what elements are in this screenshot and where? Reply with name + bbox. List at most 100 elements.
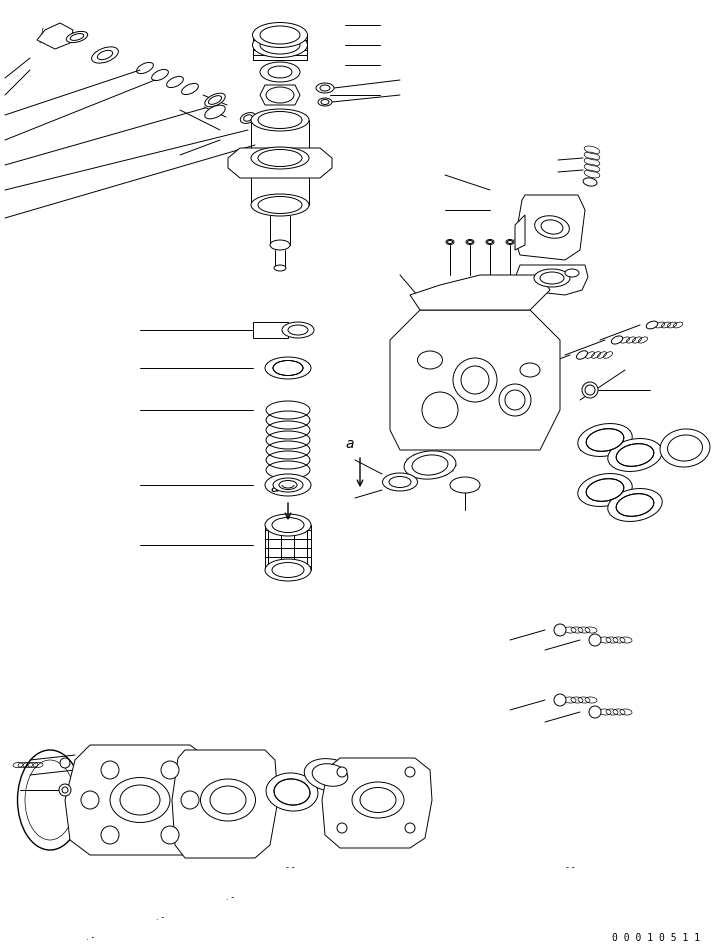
Polygon shape bbox=[172, 750, 278, 858]
Circle shape bbox=[589, 706, 601, 718]
Polygon shape bbox=[260, 85, 300, 105]
Ellipse shape bbox=[252, 23, 307, 47]
Ellipse shape bbox=[274, 265, 286, 271]
Ellipse shape bbox=[251, 147, 309, 169]
Ellipse shape bbox=[616, 493, 654, 516]
Polygon shape bbox=[515, 195, 585, 260]
Circle shape bbox=[60, 758, 70, 768]
Ellipse shape bbox=[260, 36, 300, 54]
Ellipse shape bbox=[486, 239, 494, 245]
Ellipse shape bbox=[565, 269, 579, 277]
Polygon shape bbox=[515, 215, 525, 250]
Text: - -: - - bbox=[566, 863, 574, 872]
Text: a: a bbox=[345, 437, 354, 451]
Circle shape bbox=[453, 358, 497, 402]
Ellipse shape bbox=[265, 474, 311, 496]
Ellipse shape bbox=[660, 429, 710, 467]
Ellipse shape bbox=[646, 321, 658, 329]
Ellipse shape bbox=[404, 451, 456, 479]
Ellipse shape bbox=[258, 196, 302, 214]
Ellipse shape bbox=[316, 83, 334, 93]
Circle shape bbox=[499, 384, 531, 416]
Polygon shape bbox=[253, 322, 288, 338]
Ellipse shape bbox=[534, 269, 570, 287]
Ellipse shape bbox=[274, 779, 310, 805]
Ellipse shape bbox=[520, 363, 540, 377]
Ellipse shape bbox=[258, 150, 302, 166]
Ellipse shape bbox=[66, 31, 88, 43]
Text: . -: . - bbox=[156, 913, 164, 922]
Text: . -: . - bbox=[86, 933, 94, 942]
Ellipse shape bbox=[412, 455, 448, 475]
Ellipse shape bbox=[450, 477, 480, 493]
Circle shape bbox=[422, 392, 458, 428]
Ellipse shape bbox=[272, 517, 304, 532]
Circle shape bbox=[337, 823, 347, 833]
Ellipse shape bbox=[587, 478, 624, 501]
Circle shape bbox=[505, 390, 525, 410]
Ellipse shape bbox=[266, 772, 318, 811]
Ellipse shape bbox=[466, 239, 474, 245]
Circle shape bbox=[461, 366, 489, 394]
Ellipse shape bbox=[578, 474, 632, 507]
Ellipse shape bbox=[260, 62, 300, 82]
Ellipse shape bbox=[578, 423, 632, 456]
Ellipse shape bbox=[506, 239, 514, 245]
Circle shape bbox=[337, 767, 347, 777]
Circle shape bbox=[554, 624, 566, 636]
Circle shape bbox=[81, 791, 99, 809]
Ellipse shape bbox=[251, 194, 309, 216]
Ellipse shape bbox=[418, 351, 442, 369]
Ellipse shape bbox=[265, 559, 311, 581]
Ellipse shape bbox=[312, 764, 348, 787]
Polygon shape bbox=[410, 275, 550, 310]
Ellipse shape bbox=[265, 357, 311, 379]
Ellipse shape bbox=[576, 351, 587, 360]
Polygon shape bbox=[515, 265, 588, 295]
Circle shape bbox=[101, 826, 119, 844]
Ellipse shape bbox=[270, 240, 290, 250]
Ellipse shape bbox=[608, 489, 662, 521]
Ellipse shape bbox=[282, 322, 314, 338]
Ellipse shape bbox=[110, 777, 170, 823]
Ellipse shape bbox=[258, 111, 302, 128]
Ellipse shape bbox=[265, 514, 311, 536]
Ellipse shape bbox=[204, 105, 225, 119]
Ellipse shape bbox=[240, 113, 256, 123]
Ellipse shape bbox=[608, 438, 662, 472]
Ellipse shape bbox=[272, 563, 304, 578]
Ellipse shape bbox=[352, 782, 404, 818]
Circle shape bbox=[405, 767, 415, 777]
Circle shape bbox=[101, 761, 119, 779]
Circle shape bbox=[59, 784, 71, 796]
Ellipse shape bbox=[534, 215, 569, 238]
Text: - -: - - bbox=[286, 863, 294, 872]
Polygon shape bbox=[390, 310, 560, 450]
Circle shape bbox=[589, 634, 601, 646]
Ellipse shape bbox=[273, 361, 303, 376]
Ellipse shape bbox=[383, 473, 418, 491]
Text: 0 0 0 1 0 5 1 1: 0 0 0 1 0 5 1 1 bbox=[612, 933, 700, 943]
Ellipse shape bbox=[273, 478, 303, 492]
Polygon shape bbox=[65, 745, 215, 855]
Ellipse shape bbox=[611, 336, 623, 344]
Polygon shape bbox=[322, 758, 432, 848]
Text: . -: . - bbox=[226, 893, 234, 902]
Circle shape bbox=[181, 791, 199, 809]
Ellipse shape bbox=[204, 93, 225, 107]
Polygon shape bbox=[228, 148, 332, 178]
Circle shape bbox=[554, 694, 566, 706]
Ellipse shape bbox=[304, 758, 356, 791]
Circle shape bbox=[582, 382, 598, 398]
Ellipse shape bbox=[583, 177, 597, 186]
Ellipse shape bbox=[616, 444, 654, 466]
Ellipse shape bbox=[252, 32, 307, 58]
Ellipse shape bbox=[318, 98, 332, 106]
Ellipse shape bbox=[91, 47, 118, 64]
Ellipse shape bbox=[446, 239, 454, 245]
Ellipse shape bbox=[251, 109, 309, 131]
Polygon shape bbox=[37, 23, 73, 49]
Ellipse shape bbox=[201, 779, 255, 821]
Ellipse shape bbox=[260, 26, 300, 44]
Circle shape bbox=[161, 826, 179, 844]
